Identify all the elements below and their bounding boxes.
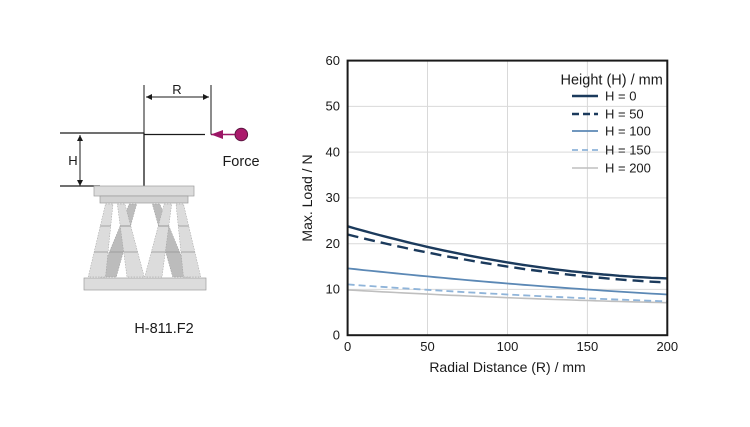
svg-text:30: 30: [326, 190, 340, 205]
svg-text:0: 0: [344, 339, 351, 354]
svg-text:100: 100: [497, 339, 519, 354]
svg-text:Height (H) / mm: Height (H) / mm: [561, 73, 663, 89]
svg-text:40: 40: [326, 144, 340, 159]
svg-text:Max. Load / N: Max. Load / N: [299, 154, 315, 241]
svg-text:200: 200: [656, 339, 678, 354]
svg-text:50: 50: [420, 339, 434, 354]
svg-text:10: 10: [326, 282, 340, 297]
svg-text:Radial Distance (R) / mm: Radial Distance (R) / mm: [429, 359, 585, 375]
svg-text:50: 50: [326, 99, 340, 114]
svg-text:H = 150: H = 150: [605, 143, 651, 158]
svg-text:H = 0: H = 0: [605, 89, 636, 104]
svg-text:20: 20: [326, 236, 340, 251]
svg-text:H = 100: H = 100: [605, 124, 651, 139]
svg-text:H = 50: H = 50: [605, 107, 644, 122]
svg-text:H = 200: H = 200: [605, 161, 651, 176]
svg-text:0: 0: [333, 328, 340, 343]
svg-text:60: 60: [326, 53, 340, 68]
svg-text:150: 150: [577, 339, 599, 354]
